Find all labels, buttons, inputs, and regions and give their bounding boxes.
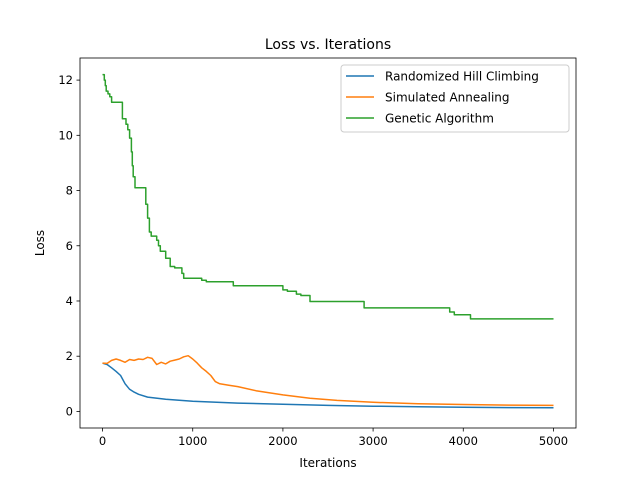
- x-tick-label: 4000: [449, 434, 478, 448]
- x-tick-label: 2000: [268, 434, 297, 448]
- y-tick-label: 12: [58, 73, 73, 87]
- x-tick-label: 3000: [358, 434, 387, 448]
- y-axis: 0 2 4 6 8 10 12: [58, 73, 80, 418]
- legend-box: [340, 64, 570, 133]
- series-line-randomized-hill-climbing: [102, 362, 554, 409]
- series-line-genetic-algorithm: [102, 73, 554, 320]
- legend-label: Genetic Algorithm: [385, 112, 494, 126]
- x-tick-label: 5000: [539, 434, 568, 448]
- legend-label: Simulated Annealing: [385, 91, 510, 105]
- y-axis-label: Loss: [33, 230, 47, 256]
- y-tick-label: 2: [66, 349, 73, 363]
- y-tick-label: 0: [66, 404, 73, 418]
- series-layer: [102, 73, 554, 409]
- x-tick-label: 1000: [178, 434, 207, 448]
- y-tick-label: 10: [58, 128, 73, 142]
- legend: Randomized Hill Climbing Simulated Anneal…: [340, 64, 570, 133]
- x-axis: 0 1000 2000 3000 4000 5000: [99, 428, 568, 448]
- plot-frame: [79, 57, 577, 429]
- y-tick-label: 8: [66, 184, 73, 198]
- y-tick-label: 4: [66, 294, 73, 308]
- x-axis-label: Iterations: [299, 456, 356, 470]
- y-tick-label: 6: [66, 239, 73, 253]
- legend-label: Randomized Hill Climbing: [385, 70, 539, 84]
- x-tick-label: 0: [99, 434, 106, 448]
- series-line-simulated-annealing: [102, 354, 554, 407]
- chart-title: Loss vs. Iterations: [265, 37, 391, 53]
